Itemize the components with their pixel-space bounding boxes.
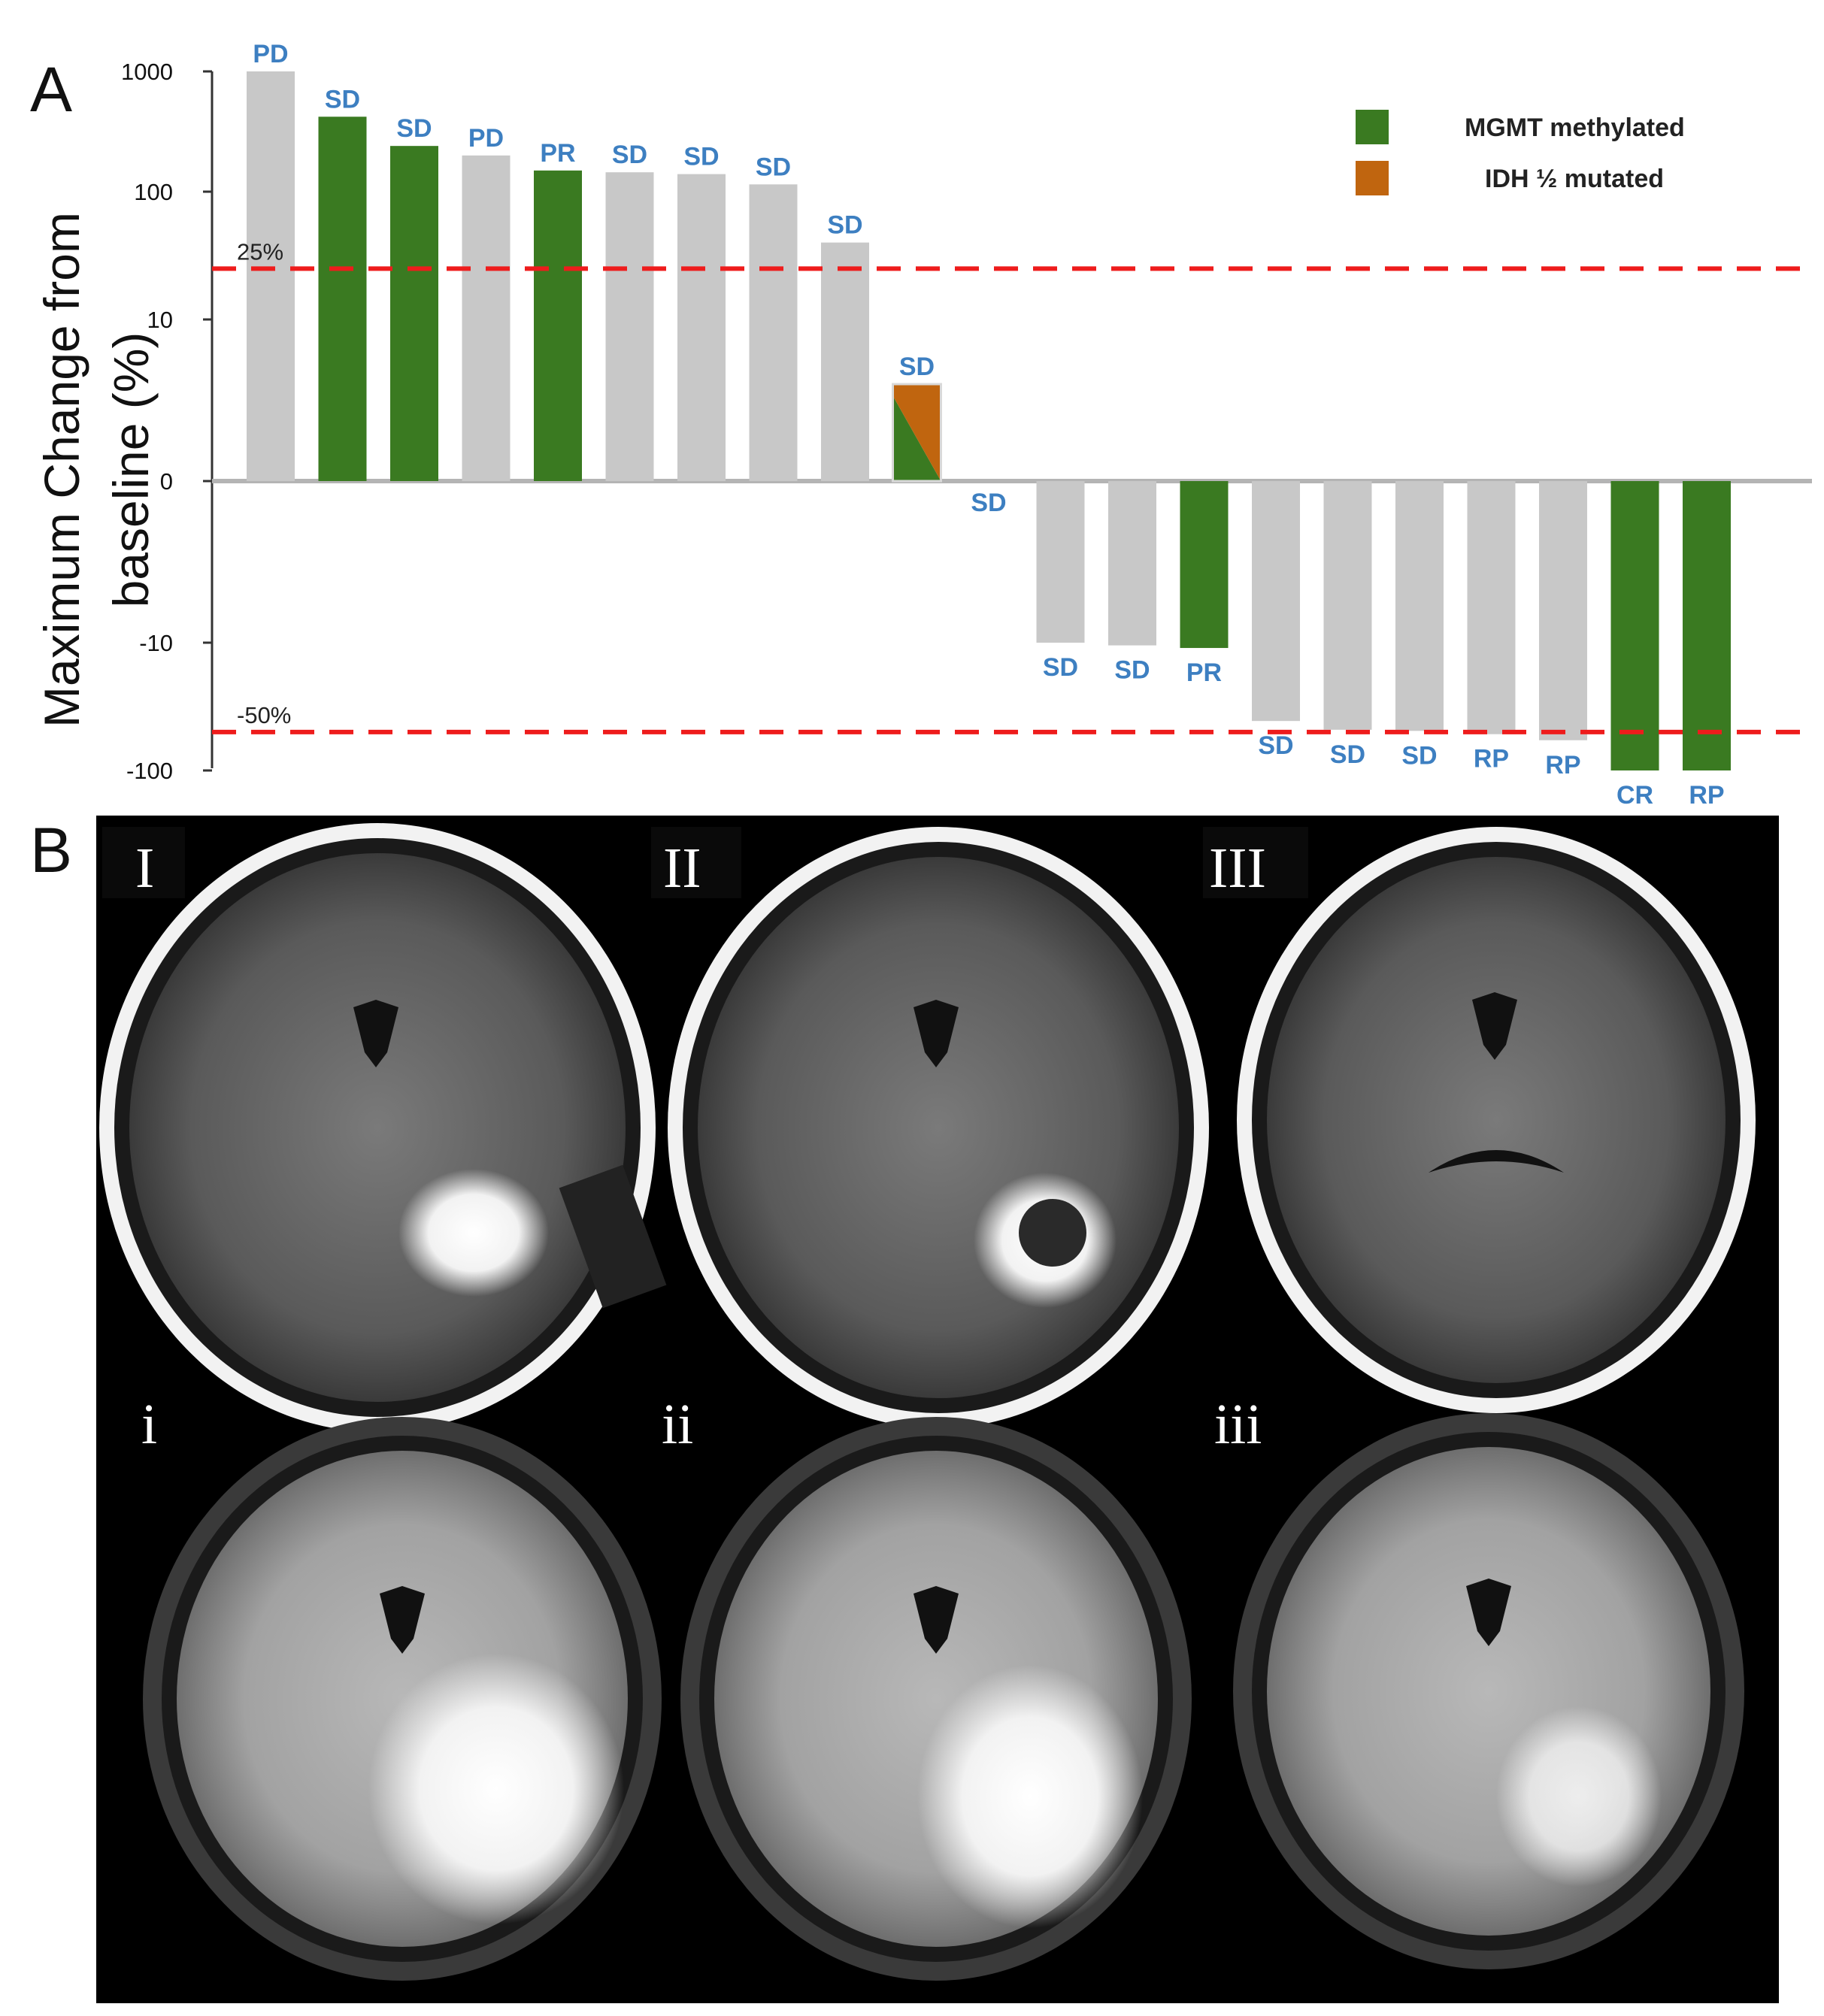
mri-scan-III — [1237, 827, 1756, 1413]
bar — [1323, 481, 1372, 730]
mri-label-I: I — [135, 837, 154, 900]
bar-label: SD — [612, 141, 647, 169]
bar-label: SD — [1114, 656, 1150, 685]
bar — [749, 184, 798, 482]
bar — [1036, 481, 1085, 643]
mri-scan-ii — [680, 1417, 1192, 1981]
bar-label: SD — [1330, 740, 1365, 769]
bar — [821, 242, 869, 481]
bar — [1610, 481, 1659, 770]
bar-label: SD — [899, 353, 935, 381]
mri-label-ii: ii — [662, 1393, 693, 1456]
bar-label: SD — [827, 211, 862, 240]
y-tick-label: 100 — [134, 179, 173, 205]
bar — [1467, 481, 1516, 734]
bar — [247, 71, 295, 481]
mri-label-II: II — [663, 837, 701, 900]
bar — [892, 384, 941, 481]
bar-label: SD — [683, 143, 719, 171]
bar — [1395, 481, 1444, 731]
y-axis-label: Maximum Change from baseline (%) — [34, 212, 159, 728]
bar — [318, 117, 367, 481]
reference-line-label: -50% — [237, 702, 291, 728]
y-tick-label: -10 — [139, 630, 173, 656]
bar — [1180, 481, 1229, 649]
bar — [534, 170, 582, 482]
bar — [1108, 481, 1156, 646]
mri-scan-II — [668, 827, 1209, 1428]
bar-label: PD — [468, 124, 504, 153]
y-axis-label-line2: baseline (%) — [103, 332, 159, 608]
bar — [1539, 481, 1587, 740]
panel-b-letter: B — [30, 815, 72, 885]
bar-label: PD — [253, 40, 288, 68]
bar-label: PR — [540, 139, 575, 168]
mri-label-iii: iii — [1214, 1393, 1262, 1456]
mri-scan-iii — [1233, 1413, 1744, 1969]
legend-label-idh: IDH ½ mutated — [1485, 165, 1664, 193]
bar — [462, 155, 511, 481]
panel-a-letter: A — [30, 54, 72, 125]
bar-label: SD — [1043, 653, 1078, 682]
bar-label: RP — [1474, 745, 1509, 773]
y-tick-label: 1000 — [121, 59, 173, 85]
mri-scan-I — [99, 823, 667, 1432]
bar-label: PR — [1186, 658, 1222, 687]
bar-label: SD — [396, 114, 432, 143]
legend-swatch-mgmt — [1356, 110, 1389, 144]
bar-label: RP — [1689, 781, 1724, 810]
bars: PD SD SD PD PR SD SD SD SD SD SD SD SD PR SD SD SD RP RP CR… — [247, 40, 1731, 810]
y-tick-label: 10 — [147, 307, 173, 333]
bar-label: SD — [756, 153, 791, 181]
mri-scan-i — [143, 1417, 662, 1981]
bar-label: SD — [971, 489, 1006, 517]
bar-label: SD — [1258, 731, 1293, 760]
mri-label-III: III — [1209, 837, 1266, 900]
bar — [1683, 481, 1731, 770]
y-tick-label: 0 — [160, 468, 173, 495]
bar — [1252, 481, 1300, 722]
bar-label: SD — [325, 85, 360, 114]
bar-label: SD — [1401, 741, 1437, 770]
reference-lines: 25% -50% — [212, 238, 1812, 734]
legend-label-mgmt: MGMT methylated — [1465, 114, 1685, 142]
legend: MGMT methylated IDH ½ mutated — [1356, 110, 1685, 195]
reference-line-label: 25% — [237, 238, 283, 265]
bar — [677, 174, 726, 481]
bar-label: RP — [1545, 751, 1580, 779]
legend-swatch-idh — [1356, 161, 1389, 195]
y-tick-label: -100 — [126, 758, 173, 784]
mri-label-i: i — [141, 1393, 157, 1456]
bar — [605, 172, 654, 481]
bar-label: CR — [1616, 781, 1653, 810]
bar-outline — [892, 383, 942, 483]
y-axis-label-line1: Maximum Change from — [34, 212, 89, 728]
bar — [390, 146, 438, 481]
